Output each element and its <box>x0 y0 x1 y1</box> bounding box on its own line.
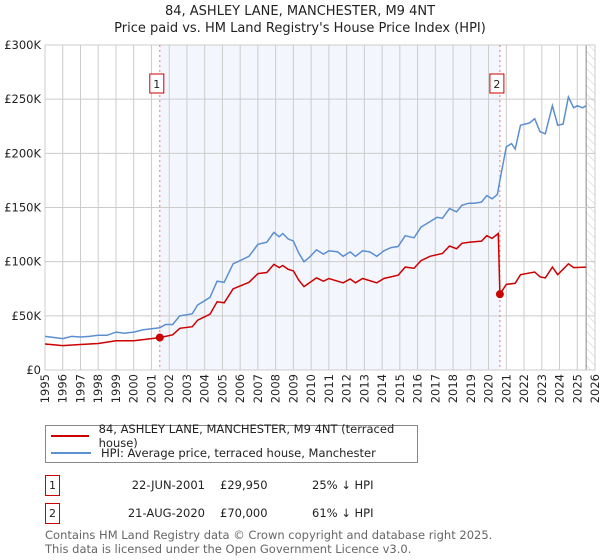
x-tick-label: 2009 <box>286 374 300 403</box>
x-tick-label: 1999 <box>109 374 123 403</box>
legend-label: 84, ASHLEY LANE, MANCHESTER, M9 4NT (ter… <box>98 422 395 450</box>
x-tick-label: 2005 <box>215 374 229 403</box>
x-tick-label: 2001 <box>144 374 158 403</box>
footer: Contains HM Land Registry data © Crown c… <box>45 528 492 556</box>
sale-marker-badge: 2 <box>45 503 60 524</box>
y-tick-label: £0 <box>26 363 41 377</box>
sale-price: £70,000 <box>220 506 268 520</box>
x-tick-label: 2004 <box>198 374 212 403</box>
x-tick-label: 2011 <box>322 374 336 403</box>
sale-point <box>495 290 504 299</box>
sale-date: 21-AUG-2020 <box>127 506 205 520</box>
x-tick-label: 2017 <box>428 374 442 403</box>
x-tick-label: 2008 <box>269 374 283 403</box>
x-tick-label: 2019 <box>464 374 478 403</box>
chart-subtitle: Price paid vs. HM Land Registry's House … <box>114 21 486 36</box>
sale-label: 1 <box>153 78 160 91</box>
legend-label: HPI: Average price, terraced house, Manc… <box>101 446 376 460</box>
y-tick-label: £250K <box>4 92 41 106</box>
legend: 84, ASHLEY LANE, MANCHESTER, M9 4NT (ter… <box>45 422 418 463</box>
y-tick-label: £300K <box>4 38 41 52</box>
x-tick-label: 1997 <box>73 374 87 403</box>
y-tick-label: £50K <box>12 309 42 323</box>
legend-item-hpi: HPI: Average price, terraced house, Manc… <box>51 445 376 461</box>
x-tick-label: 2026 <box>588 374 600 403</box>
sale-hpi-diff: 25% ↓ HPI <box>312 478 374 492</box>
x-tick-label: 1996 <box>56 374 70 403</box>
chart-title: 84, ASHLEY LANE, MANCHESTER, M9 4NT <box>164 4 436 19</box>
y-tick-label: £150K <box>4 201 41 215</box>
y-tick-label: £100K <box>4 255 41 269</box>
x-tick-label: 2012 <box>340 374 354 403</box>
copyright-text: Contains HM Land Registry data © Crown c… <box>45 528 493 542</box>
y-tick-label: £200K <box>4 146 41 160</box>
x-tick-label: 1998 <box>91 374 105 403</box>
sale-price: £29,950 <box>220 478 268 492</box>
sale-row: 2 21-AUG-2020 £70,000 61% ↓ HPI <box>45 503 465 525</box>
x-tick-label: 2010 <box>304 374 318 403</box>
licence-text: This data is licensed under the Open Gov… <box>45 542 412 556</box>
x-tick-label: 2025 <box>570 374 584 403</box>
sale-marker-badge: 1 <box>45 475 60 496</box>
x-tick-label: 2023 <box>535 374 549 403</box>
x-tick-label: 2000 <box>127 374 141 403</box>
hpi-line <box>44 94 587 340</box>
x-tick-label: 2018 <box>446 374 460 403</box>
x-tick-label: 2007 <box>251 374 265 403</box>
x-tick-label: 2022 <box>517 374 531 403</box>
sale-label-box <box>149 73 165 94</box>
x-tick-label: 2013 <box>357 374 371 403</box>
x-tick-label: 1995 <box>38 374 52 403</box>
x-tick-label: 2003 <box>180 374 194 403</box>
sale-label-box <box>489 73 505 94</box>
x-tick-label: 2006 <box>233 374 247 403</box>
x-tick-label: 2020 <box>482 374 496 403</box>
sale-row: 1 22-JUN-2001 £29,950 25% ↓ HPI <box>45 475 465 497</box>
x-tick-label: 2002 <box>162 374 176 403</box>
sale-label: 2 <box>493 78 500 91</box>
plot-border <box>44 44 596 371</box>
legend-item-property: 84, ASHLEY LANE, MANCHESTER, M9 4NT (ter… <box>51 422 417 450</box>
price-chart: 1995 1996 1997 1998 1999 2000 2001 2002 2003 2004… <box>4 38 600 403</box>
x-tick-label: 2014 <box>375 374 389 403</box>
x-tick-label: 2021 <box>499 374 513 403</box>
blue-line-swatch <box>51 452 91 454</box>
x-tick-label: 2015 <box>393 374 407 403</box>
x-tick-label: 2016 <box>411 374 425 403</box>
sale-point <box>155 333 164 342</box>
red-line-swatch <box>51 435 89 437</box>
sale-hpi-diff: 61% ↓ HPI <box>312 506 374 520</box>
sale-date: 22-JUN-2001 <box>131 478 205 492</box>
x-tick-label: 2024 <box>553 374 567 403</box>
property-price-line <box>44 231 587 347</box>
